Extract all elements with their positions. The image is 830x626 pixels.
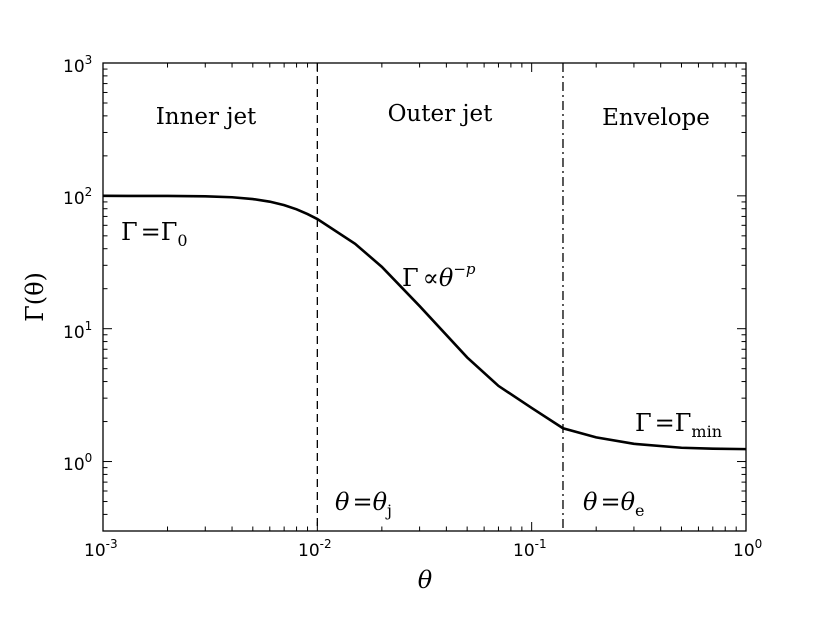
annotation-gammamin: Γ =Γmin: [635, 409, 722, 441]
x-tick-labels: 10-3 10-2 10-1 100: [84, 537, 762, 561]
plot-frame: [102, 62, 747, 532]
y-axis-label: Γ(θ): [21, 272, 49, 322]
region-label-envelope: Envelope: [602, 105, 710, 131]
y-tick-label-0: 100: [63, 451, 92, 475]
x-axis-label: θ: [418, 566, 433, 594]
y-tick-label-1: 101: [63, 319, 92, 343]
axis-ticks: [102, 62, 747, 532]
y-tick-label-3: 103: [63, 53, 92, 77]
x-tick-label-0: 10-3: [84, 537, 118, 561]
annotation-theta-e: θ =θe: [583, 488, 644, 520]
annotation-theta-j: θ =θj: [335, 488, 392, 520]
annotation-powerlaw: Γ ∝θ−p: [402, 260, 476, 292]
x-tick-label-1: 10-2: [298, 537, 332, 561]
region-dividers: [316, 63, 564, 531]
lorentz-factor-curve: [102, 194, 747, 451]
x-tick-label-3: 100: [733, 537, 762, 561]
region-label-inner-jet: Inner jet: [156, 104, 257, 130]
y-tick-labels: 100 101 102 103: [63, 53, 92, 475]
annotation-gamma0: Γ =Γ0: [121, 218, 188, 250]
y-tick-label-2: 102: [63, 185, 92, 209]
x-tick-label-2: 10-1: [513, 537, 547, 561]
region-label-outer-jet: Outer jet: [388, 101, 494, 127]
